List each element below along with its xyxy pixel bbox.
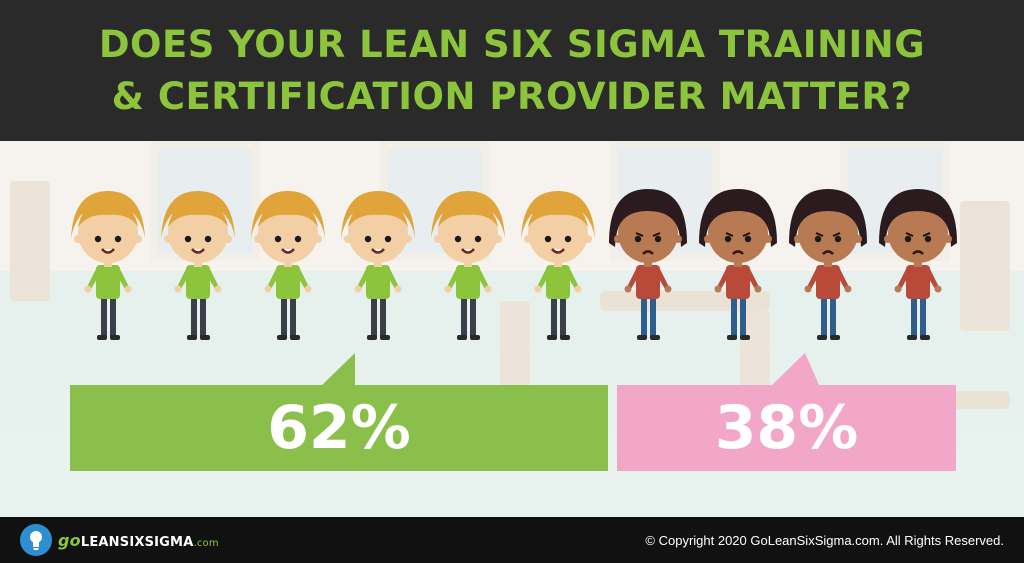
footer: goLEANSIXSIGMA.com © Copyright 2020 GoLe… — [0, 517, 1024, 563]
satisfied-person-figure — [63, 183, 153, 341]
restaurant-scene: 62% 38% — [0, 141, 1024, 517]
header-banner: DOES YOUR LEAN SIX SIGMA TRAINING & CERT… — [0, 0, 1024, 141]
dissatisfied-person-figure — [873, 183, 963, 341]
dissatisfied-person-figure — [693, 183, 783, 341]
goleansixsigma-logo[interactable]: goLEANSIXSIGMA.com — [20, 524, 219, 556]
pink-callout-tail — [770, 353, 820, 387]
headline-line-1: DOES YOUR LEAN SIX SIGMA TRAINING — [98, 22, 926, 66]
satisfied-person-figure — [333, 183, 423, 341]
green-callout-tail — [320, 353, 355, 387]
logo-wordmark: goLEANSIXSIGMA.com — [58, 530, 219, 550]
yes-percentage-value: 62% — [267, 393, 411, 463]
satisfied-person-figure — [243, 183, 333, 341]
yes-percentage-bar: 62% — [70, 385, 608, 471]
background-chair — [960, 201, 1010, 331]
background-chair — [10, 181, 50, 301]
lightbulb-icon — [20, 524, 52, 556]
no-percentage-value: 38% — [714, 393, 859, 463]
satisfied-person-figure — [513, 183, 603, 341]
background-chair — [500, 301, 530, 391]
copyright-text: © Copyright 2020 GoLeanSixSigma.com. All… — [645, 532, 1004, 548]
no-percentage-bar: 38% — [617, 385, 956, 471]
dissatisfied-person-figure — [603, 183, 693, 341]
dissatisfied-person-figure — [783, 183, 873, 341]
headline-line-2: & CERTIFICATION PROVIDER MATTER? — [111, 74, 913, 118]
satisfied-person-figure — [423, 183, 513, 341]
satisfied-person-figure — [153, 183, 243, 341]
